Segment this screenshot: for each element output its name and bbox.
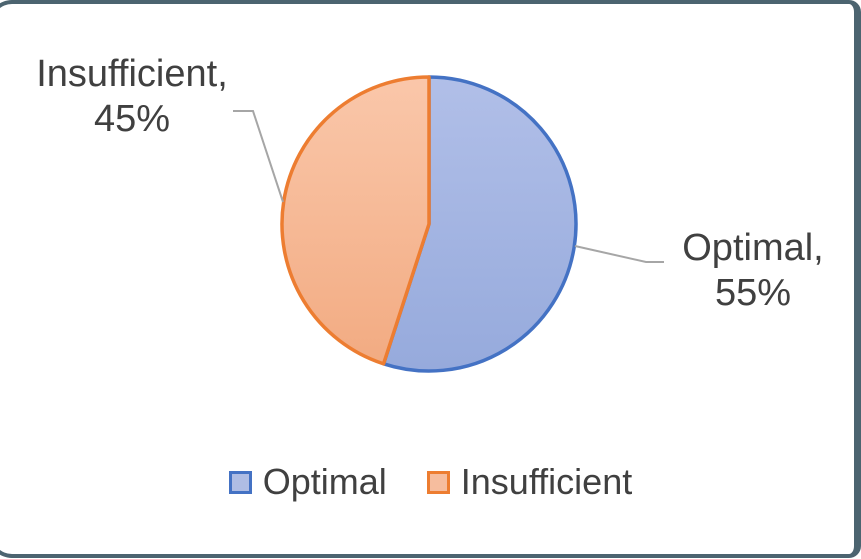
leader-line-optimal — [574, 245, 664, 263]
legend-item-insufficient: Insufficient — [426, 460, 633, 504]
legend-swatch-insufficient-icon — [426, 470, 450, 494]
legend-label-optimal: Optimal — [262, 461, 387, 502]
legend-label-insufficient: Insufficient — [460, 461, 633, 502]
legend-item-optimal: Optimal — [228, 460, 387, 504]
data-label-optimal: Optimal, 55% — [653, 226, 853, 316]
legend: Optimal Insufficient — [0, 460, 861, 504]
data-label-optimal-percent: 55% — [714, 272, 792, 314]
pie-slice-optimal — [381, 75, 578, 373]
data-label-insufficient-percent: 45% — [93, 98, 171, 140]
legend-swatch-optimal-icon — [228, 470, 252, 494]
leader-line-insufficient — [233, 110, 284, 203]
data-label-optimal-category: Optimal, — [682, 227, 824, 269]
pie-slice-insufficient — [280, 75, 431, 366]
data-label-insufficient-category: Insufficient, — [36, 53, 228, 95]
data-label-insufficient: Insufficient, 45% — [12, 52, 252, 142]
